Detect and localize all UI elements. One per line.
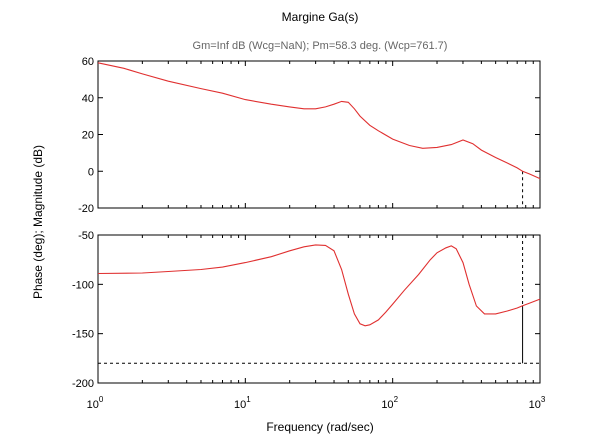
magnitude-plot-frame [97,60,541,209]
phase-ytick-label: -200 [72,378,94,390]
magnitude-ytick-label: 60 [82,56,94,68]
phase-axis-ticks: -200 -150 -100 -50 [72,230,540,390]
magnitude-series-line [97,62,541,180]
magnitude-ytick-label: 40 [82,93,94,105]
chart-title: Margine Ga(s) [282,10,359,24]
frequency-axis-ticks: 100 101 102 103 [87,61,546,411]
magnitude-ytick-label: 20 [82,130,94,142]
phase-plot-frame [97,234,541,384]
frequency-xtick-label: 101 [234,395,251,411]
phase-series-line [97,244,541,327]
x-axis-label: Frequency (rad/sec) [266,420,373,434]
magnitude-ytick-label: 0 [88,166,94,178]
phase-ytick-label: -50 [78,230,94,242]
chart-subtitle: Gm=Inf dB (Wcg=NaN); Pm=58.3 deg. (Wcp=7… [193,40,448,52]
y-axis-label: Phase (deg); Magnitude (dB) [31,145,45,299]
magnitude-axis-ticks: -20 0 20 40 60 [78,56,540,215]
phase-ytick-label: -150 [72,329,94,341]
magnitude-ytick-label: -20 [78,203,94,215]
frequency-xtick-label: 100 [87,395,104,411]
phase-margin-markers [98,235,540,364]
frequency-xtick-label: 103 [529,395,546,411]
phase-ytick-label: -100 [72,279,94,291]
frequency-xtick-label: 102 [381,395,398,411]
